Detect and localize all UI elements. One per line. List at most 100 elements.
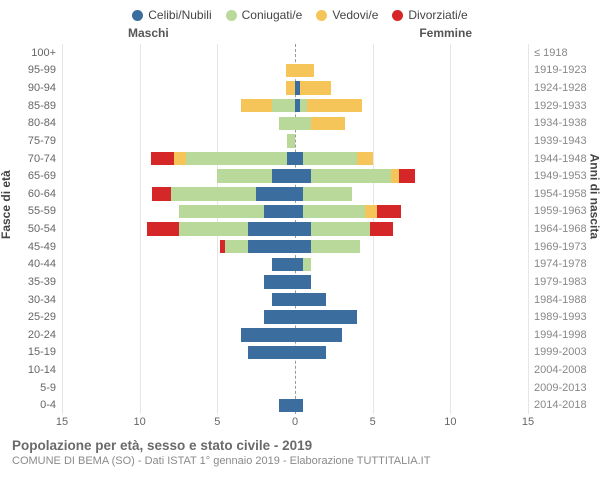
segment-married <box>311 169 392 182</box>
bar-female <box>295 275 311 288</box>
segment-widowed <box>295 64 314 77</box>
age-row <box>62 132 528 150</box>
bar-male <box>152 187 295 200</box>
age-row <box>62 344 528 362</box>
segment-widowed <box>391 169 399 182</box>
segment-single <box>295 240 311 253</box>
age-row <box>62 150 528 168</box>
y-left-tick: 20-24 <box>8 326 62 344</box>
legend-swatch <box>226 10 237 21</box>
age-row <box>62 220 528 238</box>
segment-married <box>272 99 295 112</box>
bar-male <box>241 328 295 341</box>
segment-married <box>279 117 295 130</box>
bar-male <box>241 99 295 112</box>
y-right-tick: 1964-1968 <box>528 220 592 238</box>
bar-female <box>295 64 314 77</box>
segment-married <box>171 187 256 200</box>
bar-male <box>179 205 296 218</box>
segment-single <box>295 205 303 218</box>
age-row <box>62 291 528 309</box>
segment-single <box>295 275 311 288</box>
bar-female <box>295 346 326 359</box>
gender-labels: Maschi Femmine <box>8 26 592 44</box>
segment-married <box>303 205 365 218</box>
segment-single <box>295 310 357 323</box>
x-tick-label: 10 <box>134 416 146 428</box>
y-left-tick: 60-64 <box>8 185 62 203</box>
segment-divorced <box>151 152 174 165</box>
legend-item: Vedovi/e <box>316 8 378 22</box>
bar-male <box>264 275 295 288</box>
segment-married <box>303 152 357 165</box>
y-right-tick: 1989-1993 <box>528 308 592 326</box>
female-label: Femmine <box>419 26 472 40</box>
segment-single <box>248 222 295 235</box>
legend-swatch <box>316 10 327 21</box>
male-label: Maschi <box>128 26 169 40</box>
y-left-tick: 100+ <box>8 44 62 62</box>
age-row <box>62 326 528 344</box>
age-row <box>62 44 528 62</box>
legend-item: Celibi/Nubili <box>132 8 211 22</box>
segment-married <box>311 222 370 235</box>
segment-widowed <box>300 81 331 94</box>
y-right-tick: 1999-2003 <box>528 344 592 362</box>
segment-widowed <box>307 99 361 112</box>
x-tick-label: 10 <box>444 416 456 428</box>
grid-line <box>528 44 529 414</box>
segment-married <box>311 240 361 253</box>
segment-single <box>272 258 295 271</box>
bar-female <box>295 117 345 130</box>
x-tick-label: 15 <box>56 416 68 428</box>
bar-female <box>295 399 303 412</box>
bar-male <box>272 258 295 271</box>
y-right-tick: 1919-1923 <box>528 62 592 80</box>
segment-single <box>264 310 295 323</box>
bar-female <box>295 222 393 235</box>
segment-single <box>295 222 311 235</box>
bar-female <box>295 293 326 306</box>
y-right-tick: 1929-1933 <box>528 97 592 115</box>
segment-widowed <box>286 64 295 77</box>
bar-male <box>151 152 295 165</box>
y-left-tick: 55-59 <box>8 203 62 221</box>
segment-single <box>248 346 295 359</box>
y-left-tick: 50-54 <box>8 220 62 238</box>
y-right-tick: 2004-2008 <box>528 361 592 379</box>
segment-widowed <box>357 152 373 165</box>
segment-divorced <box>399 169 415 182</box>
age-row <box>62 203 528 221</box>
y-left-tick: 35-39 <box>8 273 62 291</box>
segment-single <box>256 187 295 200</box>
segment-widowed <box>311 117 345 130</box>
y-left-tick: 25-29 <box>8 308 62 326</box>
legend-label: Coniugati/e <box>242 8 303 22</box>
bar-female <box>295 240 360 253</box>
bar-male <box>248 346 295 359</box>
bar-female <box>295 169 415 182</box>
segment-divorced <box>152 187 171 200</box>
y-right-tick: 1954-1958 <box>528 185 592 203</box>
age-row <box>62 256 528 274</box>
segment-single <box>295 346 326 359</box>
segment-single <box>287 152 295 165</box>
segment-married <box>179 205 264 218</box>
y-right-tick: 1994-1998 <box>528 326 592 344</box>
segment-single <box>295 293 326 306</box>
segment-single <box>241 328 295 341</box>
bar-male <box>286 81 295 94</box>
segment-married <box>287 134 295 147</box>
bar-female <box>295 187 352 200</box>
segment-widowed <box>174 152 186 165</box>
legend: Celibi/Nubili Coniugati/e Vedovi/e Divorzia… <box>8 8 592 22</box>
y-left-axis: 100+95-9990-9485-8980-8475-7970-7465-696… <box>8 44 62 414</box>
legend-label: Divorziati/e <box>408 8 467 22</box>
segment-married <box>186 152 287 165</box>
y-right-tick: 1969-1973 <box>528 238 592 256</box>
footer: Popolazione per età, sesso e stato civil… <box>8 434 592 467</box>
legend-label: Celibi/Nubili <box>148 8 211 22</box>
chart-subtitle: COMUNE DI BEMA (SO) - Dati ISTAT 1° genn… <box>12 455 588 467</box>
segment-single <box>248 240 295 253</box>
bar-male <box>147 222 295 235</box>
